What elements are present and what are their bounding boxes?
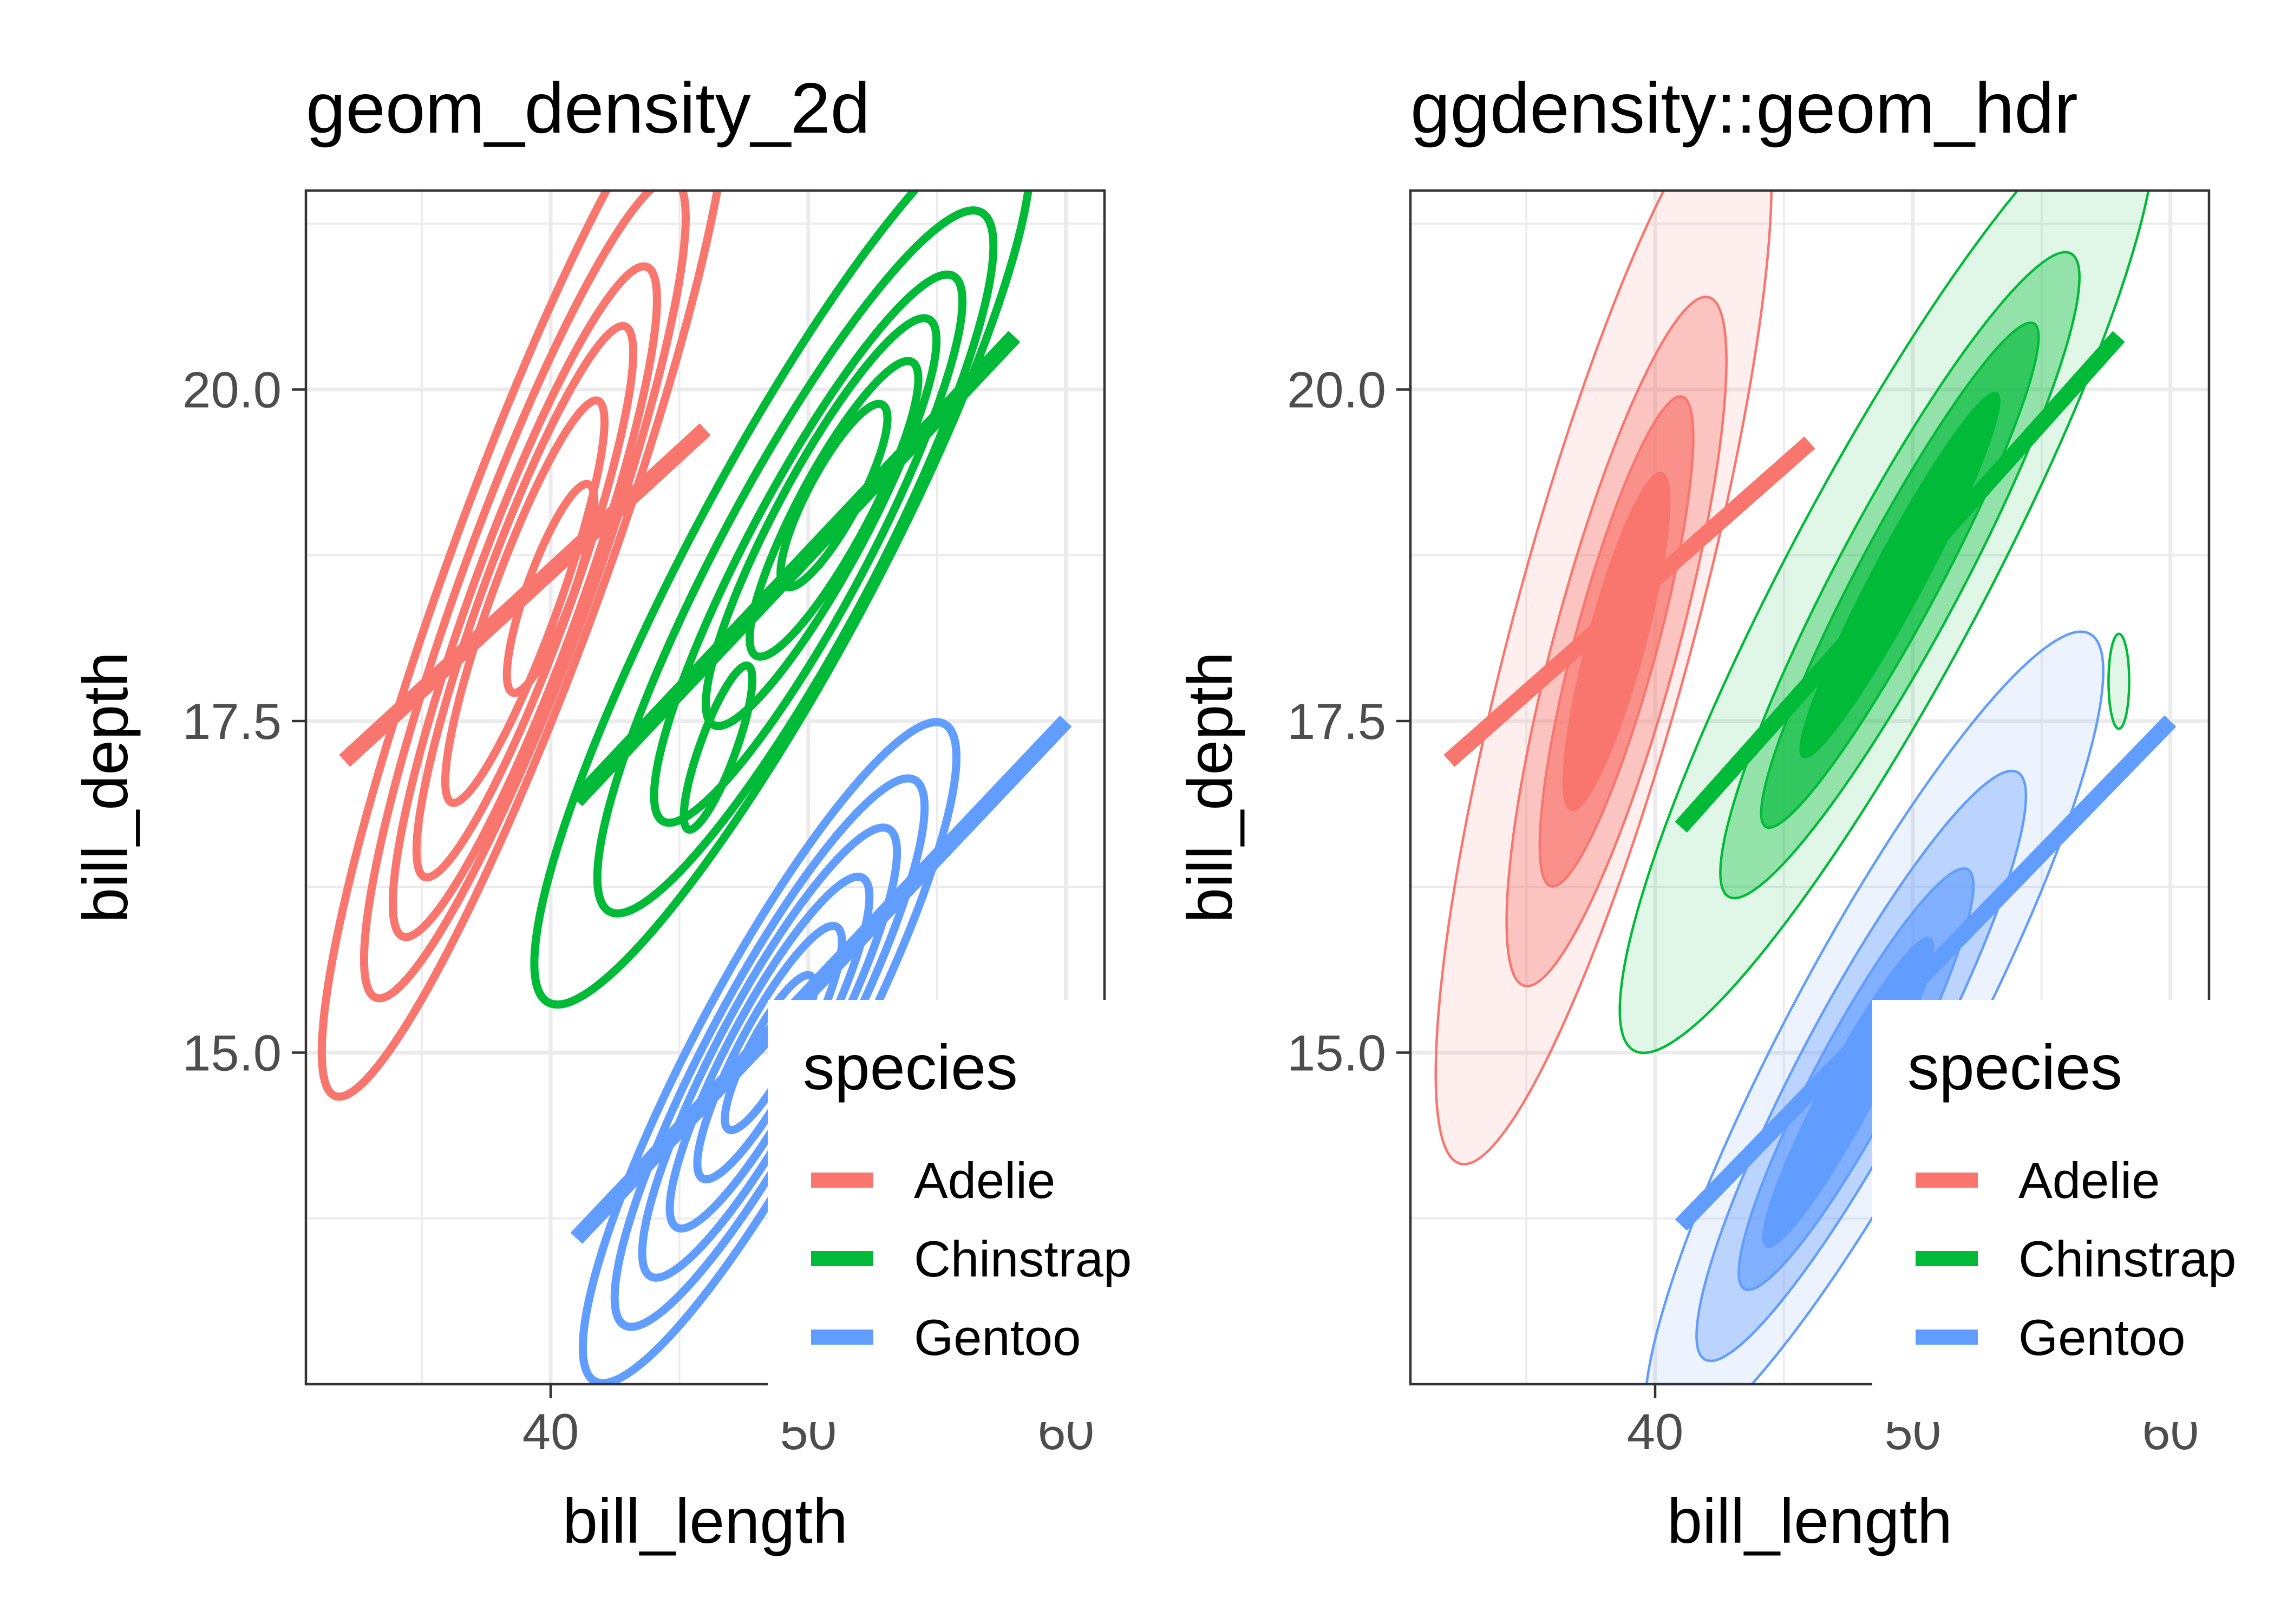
contour-line [360,191,690,1003]
legend: species Adelie Chinstrap Gentoo [1872,1000,2274,1422]
y-tick-label: 15.0 [1287,1025,1386,1082]
fit-line-chinstrap [570,331,1021,807]
contour-line [441,396,609,807]
contour-line [746,357,923,661]
contour-line [593,206,998,918]
y-tick-label: 17.5 [182,693,282,750]
legend-label-chinstrap: Chinstrap [914,1230,1132,1287]
y-tick-label: 20.0 [182,362,282,418]
chart-title: geom_density_2d [306,68,870,148]
legend-title: species [1907,1032,2122,1103]
x-tick-label: 40 [1627,1403,1684,1460]
contour-line [702,314,941,730]
y-axis-title: bill_depth [70,652,141,923]
legend-label-adelie: Adelie [914,1152,1055,1209]
x-axis-title: bill_length [1667,1485,1952,1556]
y-tick-label: 20.0 [1287,362,1386,418]
contour-line [317,191,732,1101]
contour-line [679,661,757,834]
fit-line-gentoo [1675,715,2177,1231]
contour-line [530,191,1035,1009]
fit-line-chinstrap [1675,331,2125,833]
contour-line [388,262,661,941]
legend-label-gentoo: Gentoo [914,1309,1081,1366]
fit-line-adelie [339,423,711,767]
fit-line-adelie [1443,436,1815,767]
y-axis-title: bill_depth [1174,652,1245,923]
legend-title: species [803,1032,1018,1103]
legend: species Adelie Chinstrap Gentoo [768,1000,1147,1422]
legend-label-gentoo: Gentoo [2018,1309,2185,1366]
data-layer [1434,191,2177,1384]
y-tick-label: 17.5 [1287,693,1386,750]
x-axis-title: bill_length [563,1485,848,1556]
fit-line-gentoo [570,715,1072,1244]
series-chinstrap [530,191,1035,1009]
y-tick-label: 15.0 [182,1025,282,1082]
contour-line [650,270,967,827]
chart-title: ggdensity::geom_hdr [1410,68,2078,148]
series-chinstrap [1618,191,2156,1055]
hdr-region [2107,632,2131,730]
legend-label-adelie: Adelie [2018,1152,2160,1209]
legend-label-chinstrap: Chinstrap [2018,1230,2236,1287]
legend-background [768,1000,1147,1422]
x-tick-label: 40 [522,1403,579,1460]
plot-border [1409,189,2211,1386]
plot-border [304,189,1106,1386]
legend-background [1872,1000,2274,1422]
